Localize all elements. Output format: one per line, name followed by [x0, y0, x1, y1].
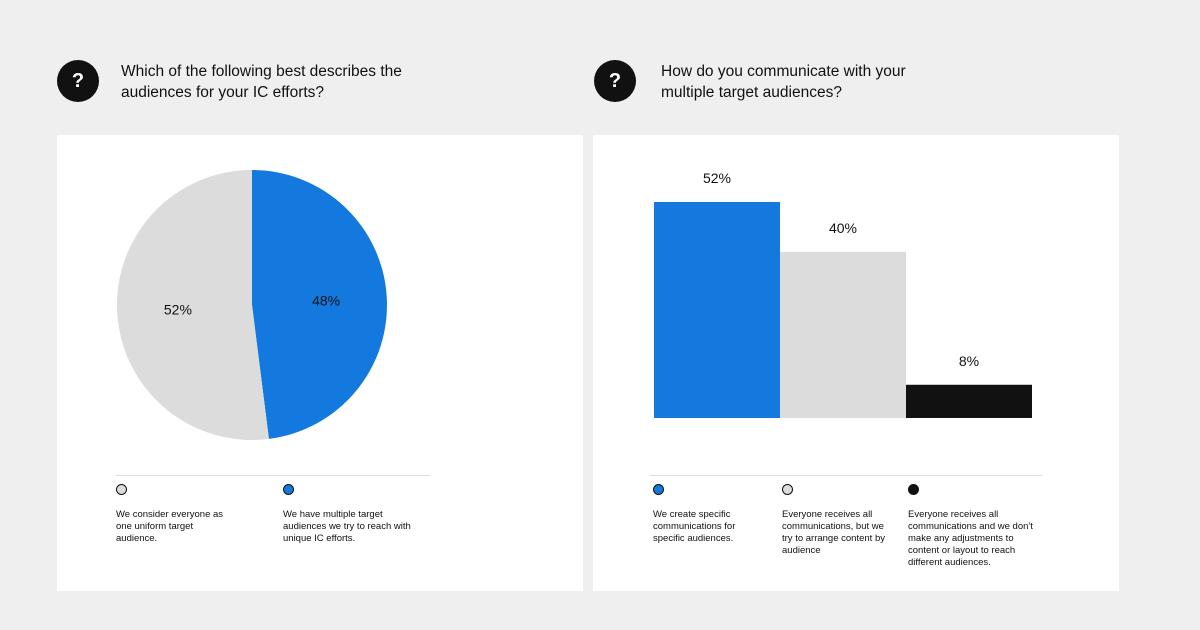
legend-item-no-adjust: Everyone receives all communications and… [908, 484, 1038, 569]
bar [906, 384, 1032, 418]
legend-dot [782, 484, 793, 495]
bar-value-label: 8% [959, 353, 979, 369]
bar-value-label: 40% [829, 220, 857, 236]
right-question-text: How do you communicate with your multipl… [661, 63, 906, 101]
legend-label: Everyone receives all communications, bu… [782, 509, 885, 556]
legend-dot [908, 484, 919, 495]
legend-item-arrange: Everyone receives all communications, bu… [782, 484, 897, 557]
bar-value-label: 52% [703, 170, 731, 186]
question-icon: ? [57, 60, 99, 102]
pie-slice-label: 48% [312, 292, 340, 308]
bar [780, 251, 906, 418]
pie-chart: 48% 52% [117, 170, 388, 440]
bar [654, 202, 780, 418]
legend-divider [650, 475, 1042, 476]
pie-slice-label: 52% [164, 302, 192, 318]
legend-dot [116, 484, 127, 495]
legend-label: We have multiple target audiences we try… [283, 509, 411, 544]
left-question-text: Which of the following best describes th… [121, 63, 402, 101]
legend-dot [653, 484, 664, 495]
legend-item-specific: We create specific communications for sp… [653, 484, 763, 545]
legend-label: Everyone receives all communications and… [908, 509, 1033, 568]
legend-item-uniform: We consider everyone as one uniform targ… [116, 484, 236, 545]
pie-slice [117, 170, 269, 440]
pie-chart-panel: 48% 52% We consider everyone as one unifo… [57, 135, 583, 591]
bar-chart-panel: 52% 40% 8% We create specific communicatio… [593, 135, 1119, 591]
legend-label: We create specific communications for sp… [653, 509, 736, 544]
legend-label: We consider everyone as one uniform targ… [116, 509, 224, 544]
legend-dot [283, 484, 294, 495]
question-icon: ? [594, 60, 636, 102]
legend-divider [116, 475, 430, 476]
legend-item-multiple: We have multiple target audiences we try… [283, 484, 423, 545]
pie-slice [252, 170, 388, 439]
bar-chart: 52% 40% 8% [654, 170, 1032, 418]
